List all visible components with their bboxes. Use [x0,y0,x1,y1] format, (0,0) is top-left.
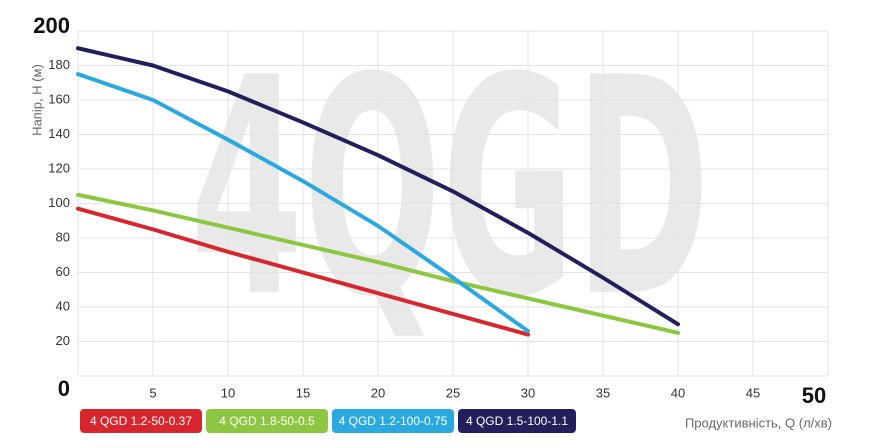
x-tick-label: 40 [671,385,685,400]
series-line [76,46,680,327]
x-tick-label: 25 [446,385,460,400]
y-axis-label: Напір, H (м) [29,64,44,136]
legend-label: 4 QGD 1.5-100-1.1 [466,414,568,428]
legend-swatch [332,409,454,433]
y-tick-label: 0 [58,376,70,401]
legend-label: 4 QGD 1.2-100-0.75 [339,414,448,428]
y-tick-label: 140 [48,126,70,141]
x-tick-label: 10 [221,385,235,400]
y-tick-label: 120 [48,160,70,175]
y-tick-label: 40 [56,298,70,313]
y-tick-label: 80 [56,229,70,244]
y-tick-label: 60 [56,264,70,279]
y-tick-label: 160 [48,91,70,106]
y-tick-label: 100 [48,195,70,210]
legend-swatch [206,409,328,433]
series-line [76,206,530,337]
y-tick-label: 180 [48,57,70,72]
series-line [76,72,530,334]
x-tick-label: 35 [596,385,610,400]
x-tick-label: 5 [149,385,156,400]
x-tick-label: 20 [371,385,385,400]
legend-swatch [458,409,576,433]
series-line [76,192,680,335]
x-tick-label: 15 [296,385,310,400]
legend-label: 4 QGD 1.8-50-0.5 [219,414,315,428]
legend-swatch [80,409,202,433]
y-tick-label: 200 [33,13,70,38]
x-axis-label: Продуктивність, Q (л/хв) [685,415,832,430]
x-tick-label: 45 [746,385,760,400]
legend-label: 4 QGD 1.2-50-0.37 [90,414,192,428]
x-tick-label: 30 [521,385,535,400]
x-tick-label: 50 [802,383,826,408]
y-tick-label: 20 [56,333,70,348]
